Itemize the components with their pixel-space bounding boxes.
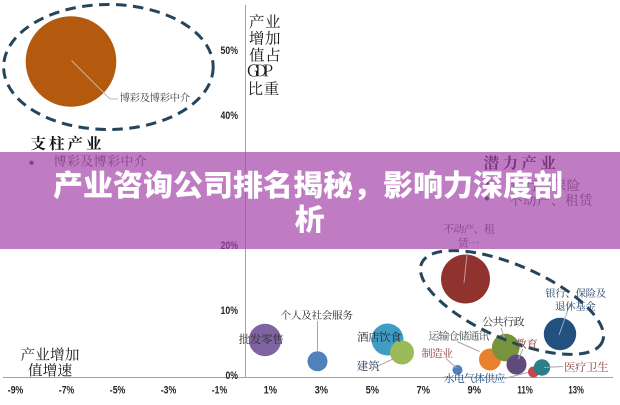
svg-text:5%: 5% (366, 385, 380, 397)
svg-text:40%: 40% (221, 110, 239, 122)
svg-text:7%: 7% (417, 385, 431, 397)
svg-text:-9%: -9% (8, 385, 24, 397)
svg-text:9%: 9% (468, 385, 482, 397)
svg-text:-1%: -1% (212, 385, 228, 397)
svg-text:3%: 3% (315, 385, 329, 397)
svg-text:11%: 11% (517, 385, 533, 397)
svg-text:10%: 10% (221, 305, 239, 317)
svg-text:-5%: -5% (110, 385, 126, 397)
svg-text:0%: 0% (226, 370, 239, 382)
svg-text:1%: 1% (264, 385, 278, 397)
svg-text:13%: 13% (568, 385, 584, 397)
svg-text:-3%: -3% (161, 385, 177, 397)
svg-text:50%: 50% (221, 45, 239, 57)
svg-text:-7%: -7% (59, 385, 75, 397)
